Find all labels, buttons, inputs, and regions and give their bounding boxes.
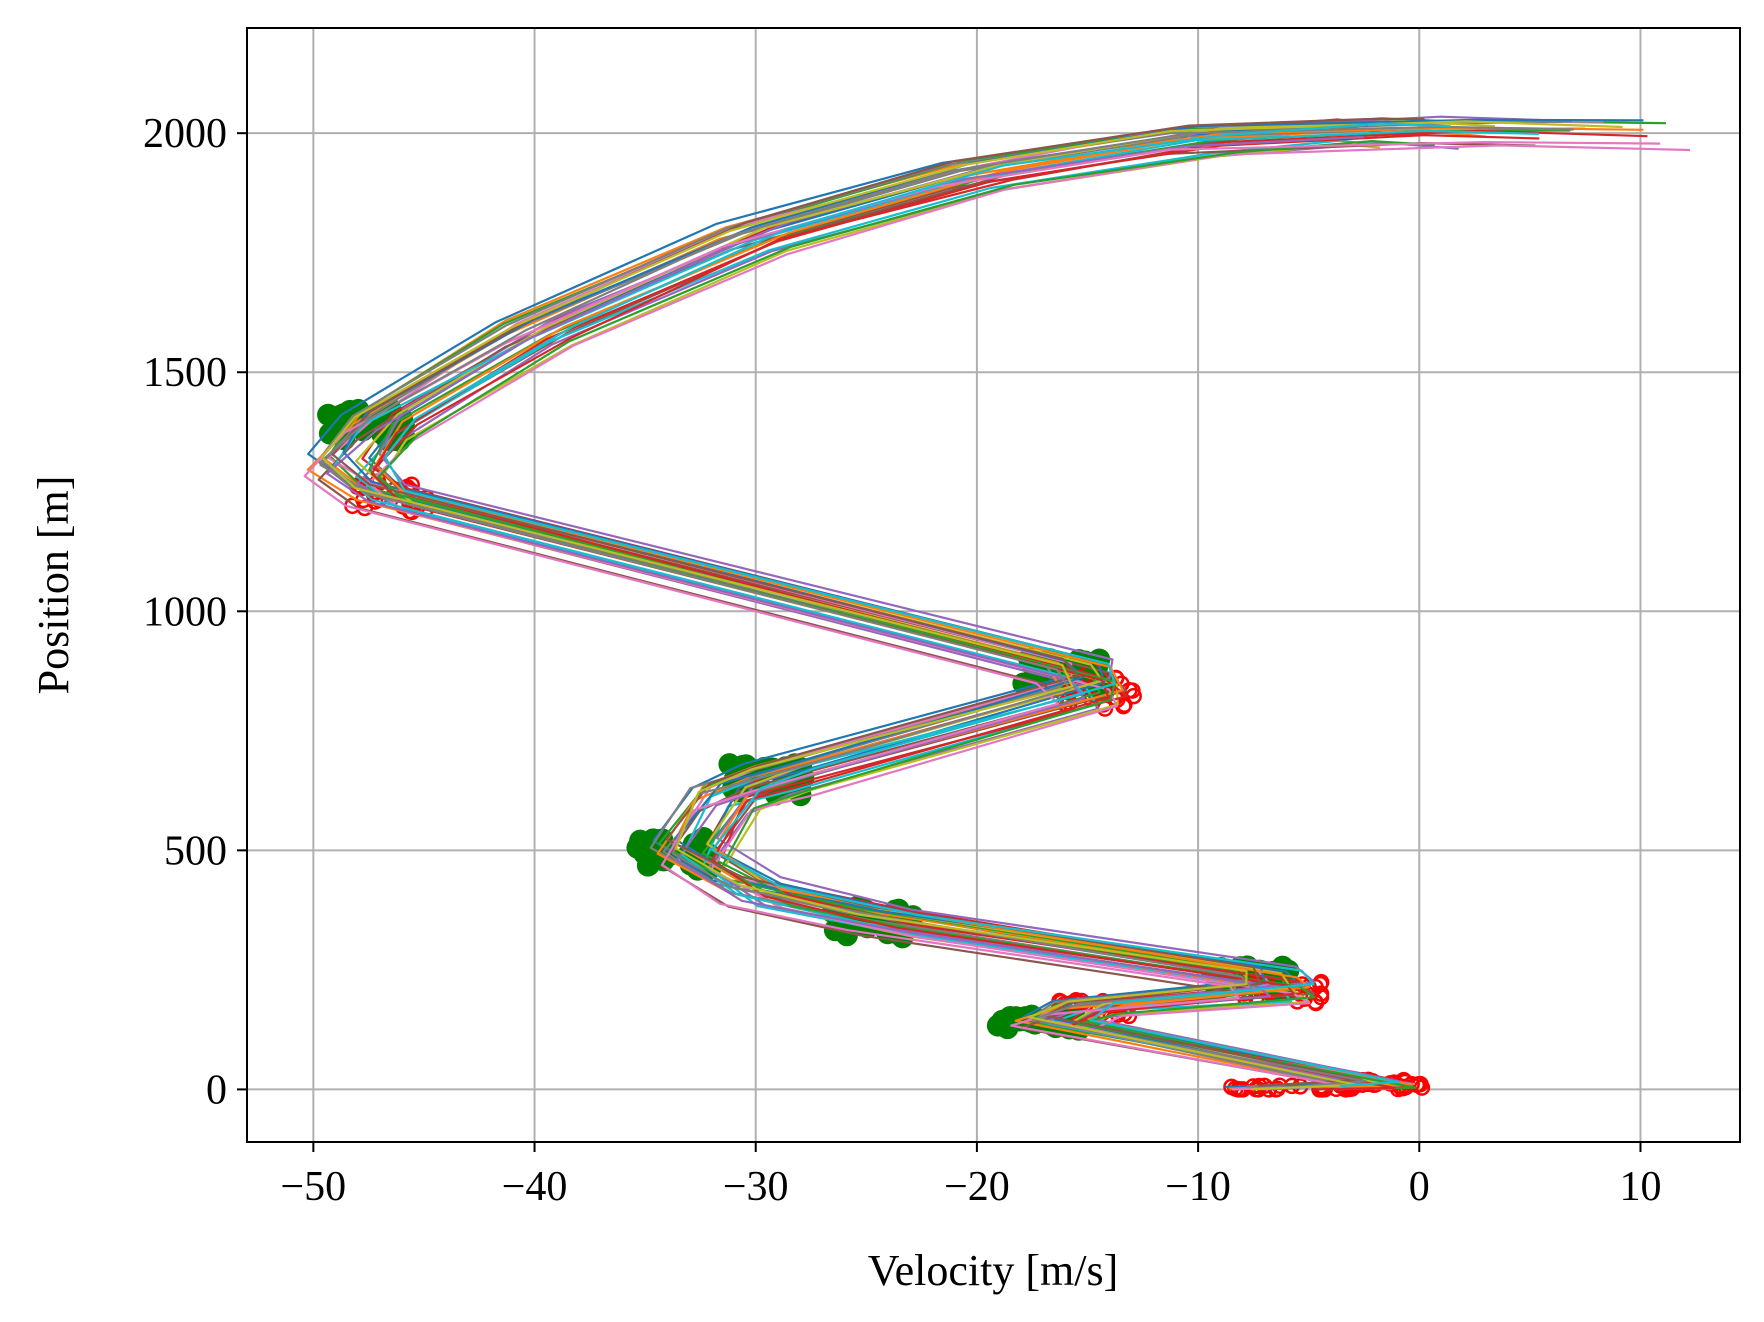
- trajectory-line: [384, 122, 1451, 1088]
- trajectory-series-group: [303, 115, 1691, 1091]
- trajectory-line: [379, 143, 1415, 1087]
- x-tick-label: −30: [723, 1164, 789, 1210]
- y-tick-label: 0: [206, 1067, 227, 1113]
- braking-switch-marker: [986, 1014, 1009, 1037]
- y-axis-ticks: 0 500 1000 1500 2000: [143, 111, 247, 1113]
- x-tick-label: −10: [1165, 1164, 1231, 1210]
- x-tick-label: 10: [1619, 1164, 1661, 1210]
- plot-frame: [246, 27, 1741, 1143]
- x-tick-label: 0: [1409, 1164, 1430, 1210]
- trajectory-line: [355, 139, 1393, 1091]
- y-tick-label: 2000: [143, 111, 227, 157]
- y-tick-label: 1500: [143, 350, 227, 396]
- y-axis-label: Position [m]: [29, 476, 78, 695]
- x-tick-label: −20: [944, 1164, 1010, 1210]
- x-axis-label: Velocity [m/s]: [868, 1246, 1119, 1295]
- trajectory-line: [367, 144, 1691, 1089]
- trajectory-line: [331, 117, 1425, 1087]
- x-axis-ticks: −50 −40 −30 −20 −10 0 10: [281, 1142, 1661, 1210]
- trajectory-line: [307, 117, 1456, 1088]
- y-tick-label: 500: [164, 828, 227, 874]
- braking-switch-marker: [687, 839, 710, 862]
- trajectory-line: [377, 140, 1435, 1090]
- trajectory-line: [321, 120, 1623, 1091]
- x-tick-label: −40: [502, 1164, 568, 1210]
- y-tick-label: 1000: [143, 589, 227, 635]
- x-tick-label: −50: [281, 1164, 347, 1210]
